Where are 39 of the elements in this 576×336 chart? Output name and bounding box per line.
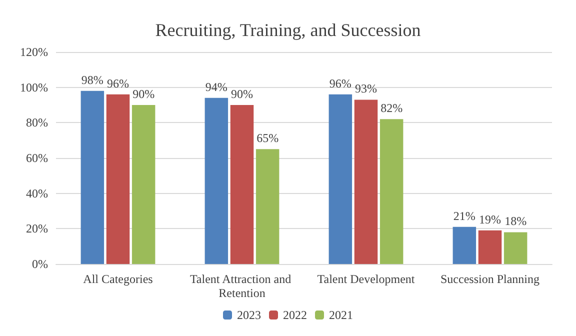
legend-label: 2022: [283, 308, 307, 322]
data-label: 96%: [329, 76, 352, 90]
data-label: 90%: [132, 87, 155, 101]
bar: [478, 230, 502, 264]
bar: [256, 149, 280, 264]
x-tick-label: Talent Attraction and Retention: [190, 272, 294, 300]
data-label: 93%: [355, 82, 377, 96]
legend-label: 2021: [329, 308, 353, 322]
y-tick-label: 0%: [32, 257, 48, 271]
legend-label: 2023: [237, 308, 261, 322]
bar: [380, 119, 404, 264]
x-tick-label: Succession Planning: [440, 272, 540, 286]
bar: [230, 105, 254, 264]
bar: [452, 226, 476, 264]
data-label: 65%: [256, 131, 279, 146]
y-tick-label: 100%: [20, 80, 48, 94]
bar: [106, 94, 130, 264]
bar: [504, 232, 528, 264]
y-tick-label: 20%: [26, 222, 48, 236]
x-tick-label: All Categories: [83, 272, 154, 286]
data-label: 98%: [81, 72, 104, 87]
x-tick-label: Talent Development: [317, 272, 416, 286]
data-label: 90%: [231, 87, 253, 101]
y-tick-label: 80%: [26, 116, 48, 130]
data-label: 94%: [205, 80, 228, 94]
bar: [354, 100, 378, 264]
bar: [80, 90, 104, 264]
data-label: 21%: [453, 208, 476, 223]
y-tick-label: 120%: [20, 45, 48, 59]
data-label: 82%: [380, 101, 403, 116]
bar: [204, 98, 228, 264]
y-tick-label: 60%: [26, 151, 48, 165]
data-label: 18%: [504, 214, 527, 228]
chart-title: Recruiting, Training, and Succession: [155, 20, 421, 40]
bar: [132, 105, 156, 264]
data-label: 19%: [479, 212, 501, 226]
bar: [328, 94, 352, 264]
y-tick-label: 40%: [26, 186, 48, 200]
data-label: 96%: [107, 76, 129, 90]
